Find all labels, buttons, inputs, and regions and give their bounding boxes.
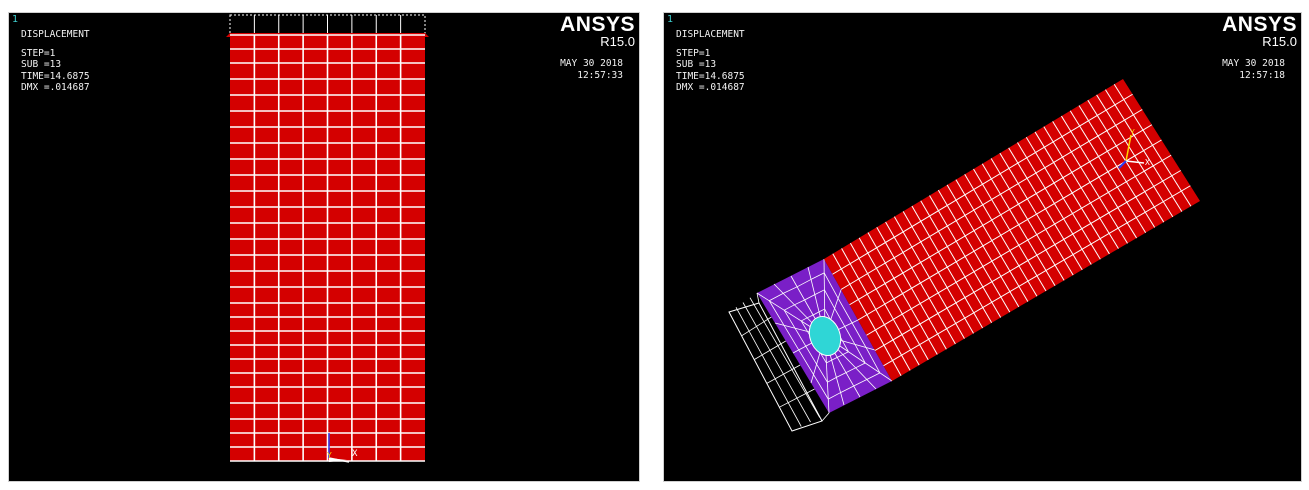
legend-step: STEP=1 [21, 47, 56, 59]
hole-mesh-ring [824, 289, 835, 309]
hole-mesh-ring [798, 349, 814, 375]
legend-dmx: DMX =.014687 [676, 82, 745, 93]
triad-x-label: X [352, 449, 358, 459]
graphics-window-right[interactable]: 1 DISPLACEMENT STEP=1 SUB =13 TIME=14.68… [663, 12, 1302, 482]
hole-mesh-ring [842, 340, 849, 352]
hole-mesh-ring [828, 392, 841, 400]
hole-mesh-ring [840, 385, 854, 393]
hole-mesh-ring [801, 317, 808, 322]
legend-title: DISPLACEMENT [676, 29, 745, 40]
undeformed-wire-line [756, 292, 760, 304]
mesh-long-line [840, 109, 1143, 290]
date-text: MAY 30 2018 [1222, 58, 1285, 69]
legend-sub: SUB =13 [21, 59, 62, 70]
fe-model-plot-right: X Y [728, 79, 1200, 432]
hole-mesh-ring [845, 367, 856, 373]
hole-mesh-ring [831, 356, 838, 361]
triad-y-label: Y [327, 451, 332, 460]
hole-mesh-ring [827, 377, 837, 383]
time-text: 12:57:33 [577, 69, 623, 81]
undeformed-wire-line [749, 297, 821, 418]
hole-mesh-ring [834, 308, 846, 327]
mesh-long-line [832, 93, 1133, 275]
undeformed-edge [229, 14, 426, 36]
hole-mesh-ring [818, 308, 825, 313]
hole-mesh-ring [837, 354, 844, 358]
window-number: 1 [12, 14, 19, 25]
hole-mesh-ring [844, 326, 856, 345]
hole-mesh-ring [804, 294, 815, 301]
legend-sub: SUB =13 [676, 59, 717, 70]
timestamp: MAY 30 2018 12:57:18 [1222, 58, 1285, 81]
hole-mesh-ring [812, 311, 820, 316]
hole-mesh-ring [794, 299, 805, 306]
hole-mesh-ring [853, 379, 867, 387]
triad-y-label: Y [1130, 128, 1135, 137]
hole-mesh-ring [816, 363, 828, 383]
ansys-logo: ANSYS R15.0 [560, 14, 635, 49]
hole-mesh-ring [855, 362, 866, 369]
legend-time: TIME=14.6875 [676, 70, 745, 82]
brand-text: ANSYS [560, 13, 635, 36]
hole-mesh-ring [814, 289, 825, 295]
deformed-mesh [824, 79, 1200, 381]
fe-model-plot-left: X Y [226, 14, 429, 463]
hole-mesh-ring [805, 345, 817, 365]
coordinate-triad: X Y [1118, 128, 1150, 169]
deformed-mesh [226, 33, 429, 462]
undeformed-wire-line [821, 412, 830, 422]
mesh-long-line [857, 139, 1162, 321]
release-text: R15.0 [1262, 34, 1297, 49]
hole-mesh-ring [796, 279, 812, 288]
hole-mesh-ring [783, 309, 796, 329]
hole-mesh-ring [784, 304, 795, 311]
hole-mesh-ring [794, 327, 807, 347]
hole-mesh-ring [813, 374, 829, 400]
legend-title: DISPLACEMENT [21, 29, 90, 40]
result-legend: DISPLACEMENT STEP=1 SUB =13 TIME=14.6875… [676, 29, 745, 94]
hole-region [756, 258, 893, 414]
time-text: 12:57:18 [1239, 69, 1285, 81]
hole-mesh-ring [824, 308, 831, 321]
hole-mesh-ring [851, 322, 867, 348]
triad-x-label: X [1145, 158, 1150, 167]
result-legend: DISPLACEMENT STEP=1 SUB =13 TIME=14.6875… [21, 29, 90, 94]
hole-mesh-ring [842, 351, 849, 355]
window-number: 1 [667, 14, 674, 25]
ansys-logo: ANSYS R15.0 [1222, 14, 1297, 49]
hole-mesh-ring [800, 320, 808, 332]
hole-mesh-ring [806, 314, 814, 319]
hole-mesh-ring [783, 286, 798, 294]
hole-mesh-ring [810, 272, 825, 280]
hole-mesh-ring [823, 272, 839, 299]
timestamp: MAY 30 2018 12:57:33 [560, 58, 623, 81]
graphics-window-left[interactable]: 1 DISPLACEMENT STEP=1 SUB =13 TIME=14.68… [8, 12, 640, 482]
hole-mesh-ring [826, 359, 832, 364]
hole-mesh-ring [865, 347, 881, 374]
hole-mesh-ring [837, 298, 853, 324]
undeformed-outline [728, 292, 830, 432]
hole-mesh-ring [783, 325, 800, 351]
hole-mesh-ring [769, 293, 784, 302]
hole-mesh-ring [854, 344, 866, 364]
release-text: R15.0 [600, 34, 635, 49]
legend-dmx: DMX =.014687 [21, 82, 90, 93]
legend-time: TIME=14.6875 [21, 70, 90, 82]
undeformed-wire-line [742, 302, 811, 423]
mesh-long-line [866, 154, 1172, 336]
undeformed-wire-line [735, 307, 802, 427]
date-text: MAY 30 2018 [560, 58, 623, 69]
legend-step: STEP=1 [676, 47, 711, 59]
brand-text: ANSYS [1222, 13, 1297, 36]
hole-mesh-ring [836, 372, 847, 378]
hole-mesh-ring [768, 300, 785, 326]
mesh-long-line [883, 185, 1191, 367]
hole-mesh-ring [866, 372, 881, 380]
coordinate-triad: X Y [327, 433, 358, 463]
mesh-long-line [874, 170, 1182, 351]
mesh-long-line [849, 124, 1153, 306]
